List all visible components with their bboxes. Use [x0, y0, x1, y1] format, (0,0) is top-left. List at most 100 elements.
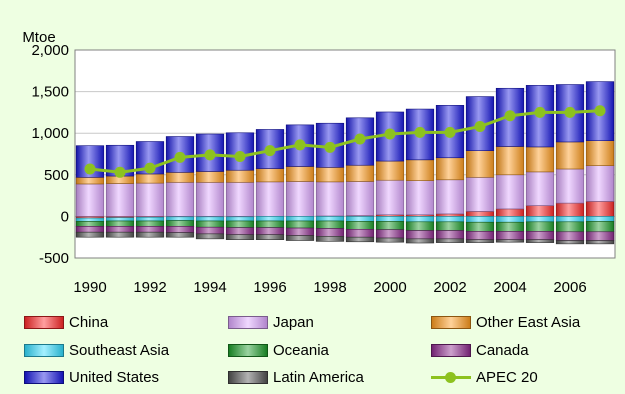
legend-swatch — [431, 315, 471, 329]
bar-japan — [105, 183, 135, 217]
legend-swatch — [228, 370, 268, 384]
bar-other-east-asia — [135, 173, 165, 184]
apec-line — [84, 105, 606, 178]
axes: -500 0 500 1,000 1,500 2,000 1990 1992 1994 1996 1… — [31, 42, 616, 296]
bar-latin-america — [585, 240, 615, 245]
y-axis-label: Mtoe — [22, 29, 55, 46]
apec-point — [474, 121, 486, 133]
bar-oceania — [135, 220, 165, 227]
bar-oceania — [435, 221, 465, 231]
legend-label: APEC 20 — [476, 368, 538, 386]
bar-southeast-asia — [75, 217, 105, 222]
legend-item-japan: Japan — [228, 312, 314, 332]
legend-label: United States — [69, 368, 160, 386]
x-tick-label: 1992 — [133, 279, 166, 296]
bar-southeast-asia — [105, 217, 135, 222]
x-tick-label: 1994 — [193, 279, 226, 296]
legend-swatch — [24, 343, 64, 357]
bar-southeast-asia — [405, 216, 435, 223]
bar-canada — [345, 229, 375, 238]
bar-japan — [135, 182, 165, 217]
bar-canada — [315, 228, 345, 237]
legend-item-apec-20: APEC 20 — [431, 367, 538, 387]
bar-other-east-asia — [465, 150, 495, 178]
bar-oceania — [525, 221, 555, 232]
bar-japan — [165, 181, 195, 217]
bar-japan — [555, 168, 585, 204]
bar-canada — [225, 227, 255, 236]
bar-japan — [495, 174, 525, 210]
bar-china — [525, 205, 555, 217]
bar-other-east-asia — [255, 168, 285, 183]
legend-label: Oceania — [273, 341, 329, 359]
bar-latin-america — [315, 236, 345, 242]
bar-oceania — [495, 221, 525, 232]
legend-swatch — [431, 343, 471, 357]
bar-southeast-asia — [495, 216, 525, 223]
x-tick-label: 2000 — [373, 279, 406, 296]
x-tick-label: 2002 — [433, 279, 466, 296]
bar-other-east-asia — [495, 146, 525, 176]
apec-point — [264, 145, 276, 157]
bar-latin-america — [465, 239, 495, 243]
bar-oceania — [315, 220, 345, 229]
apec-point — [324, 141, 336, 153]
legend-item-canada: Canada — [431, 340, 529, 360]
apec-point — [444, 126, 456, 138]
bar-canada — [555, 231, 585, 241]
bar-china — [465, 211, 495, 217]
apec-point — [234, 151, 246, 162]
apec-point — [144, 162, 156, 174]
bar-latin-america — [435, 238, 465, 243]
legend-item-united-states: United States — [24, 367, 159, 387]
bar-oceania — [375, 221, 405, 231]
bar-other-east-asia — [75, 177, 105, 185]
legend-item-other-east-asia: Other East Asia — [431, 312, 580, 332]
bar-latin-america — [255, 234, 285, 240]
legend-label: Southeast Asia — [69, 341, 170, 359]
x-tick-label: 1990 — [73, 279, 106, 296]
apec-point — [84, 163, 96, 175]
bar-southeast-asia — [165, 216, 195, 221]
bar-china — [585, 201, 615, 217]
y-tick-label: -500 — [39, 250, 69, 267]
bar-latin-america — [75, 231, 105, 238]
y-tick-label: 1,000 — [31, 125, 69, 142]
bar-other-east-asia — [405, 159, 435, 181]
bar-southeast-asia — [375, 216, 405, 222]
bar-latin-america — [285, 235, 315, 241]
bar-canada — [105, 226, 135, 233]
bar-latin-america — [495, 239, 525, 243]
bar-oceania — [285, 220, 315, 229]
legend-item-china: China — [24, 312, 108, 332]
bar-oceania — [465, 221, 495, 232]
bar-latin-america — [165, 232, 195, 238]
legend-swatch — [24, 370, 64, 384]
apec-point — [414, 126, 426, 138]
bar-oceania — [405, 221, 435, 231]
legend-item-oceania: Oceania — [228, 340, 329, 360]
legend-label: Other East Asia — [476, 313, 581, 331]
legend-label: Latin America — [273, 368, 364, 386]
bar-southeast-asia — [555, 216, 585, 223]
y-tick-label: 1,500 — [31, 84, 69, 101]
bar-other-east-asia — [285, 166, 315, 182]
apec-point — [114, 166, 126, 178]
bar-latin-america — [525, 239, 555, 243]
apec-point — [504, 110, 516, 122]
bar-latin-america — [345, 236, 375, 243]
legend: China Japan Other East Asia Southeast Asia O… — [0, 306, 625, 394]
apec-point — [534, 106, 546, 118]
bar-canada — [135, 226, 165, 233]
bar-japan — [375, 179, 405, 216]
apec-point — [564, 106, 576, 118]
bar-china — [435, 213, 465, 217]
gridlines — [75, 91, 615, 217]
bar-latin-america — [225, 234, 255, 240]
bar-latin-america — [375, 237, 405, 243]
bar-oceania — [345, 221, 375, 230]
bar-latin-america — [105, 231, 135, 238]
apec-point — [384, 128, 396, 140]
apec-point — [294, 139, 306, 151]
bar-other-east-asia — [225, 169, 255, 183]
